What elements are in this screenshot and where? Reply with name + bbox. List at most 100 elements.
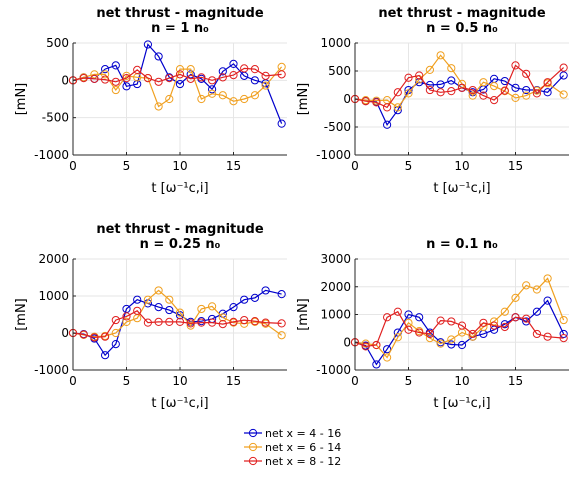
x-tick-label: 0 bbox=[351, 159, 359, 173]
data-point bbox=[457, 83, 467, 92]
x-tick-label: 10 bbox=[454, 159, 469, 173]
y-tick-label: -1000 bbox=[316, 363, 351, 377]
data-point bbox=[383, 345, 392, 354]
data-point bbox=[186, 65, 195, 74]
data-point bbox=[111, 315, 120, 325]
data-point bbox=[559, 71, 568, 80]
data-point bbox=[277, 319, 286, 328]
data-point bbox=[522, 317, 531, 326]
data-point bbox=[490, 321, 499, 330]
data-point bbox=[543, 296, 552, 305]
y-tick-label: 2000 bbox=[38, 252, 69, 266]
series-line-1 bbox=[72, 43, 283, 124]
data-point bbox=[372, 98, 381, 107]
y-axis-label: [mN] bbox=[14, 298, 29, 331]
data-point bbox=[101, 70, 110, 79]
series-line-2 bbox=[354, 54, 564, 109]
data-point bbox=[415, 71, 424, 80]
x-tick-label: 15 bbox=[226, 159, 241, 173]
data-point bbox=[79, 330, 88, 339]
data-point bbox=[522, 69, 531, 78]
data-point bbox=[101, 65, 110, 74]
data-point bbox=[90, 333, 99, 342]
data-point bbox=[229, 303, 238, 312]
y-tick-label: -500 bbox=[42, 111, 69, 125]
y-tick-label: -500 bbox=[324, 120, 351, 134]
data-point bbox=[457, 321, 467, 330]
data-point bbox=[122, 82, 131, 91]
legend-entry-3: net x = 8 - 12 bbox=[244, 455, 341, 468]
data-point bbox=[154, 317, 163, 326]
data-point bbox=[436, 51, 445, 60]
y-tick-label: -1000 bbox=[34, 148, 69, 162]
x-tick-label: 10 bbox=[454, 374, 469, 388]
x-tick-label: 15 bbox=[508, 374, 523, 388]
legend-box bbox=[239, 425, 370, 473]
x-tick-label: 15 bbox=[226, 374, 241, 388]
y-tick-label: 0 bbox=[343, 335, 351, 349]
data-point bbox=[143, 318, 152, 327]
data-point bbox=[261, 71, 270, 80]
series-line-2 bbox=[72, 66, 283, 108]
data-point bbox=[101, 332, 110, 341]
data-point bbox=[250, 76, 259, 85]
data-point bbox=[404, 310, 413, 319]
data-point bbox=[218, 67, 227, 76]
data-point bbox=[425, 65, 434, 74]
y-tick-label: -1000 bbox=[316, 148, 351, 162]
data-point bbox=[559, 90, 568, 99]
data-point bbox=[543, 332, 552, 341]
data-point bbox=[240, 94, 249, 104]
y-tick-label: 500 bbox=[328, 64, 351, 78]
data-point bbox=[240, 315, 249, 325]
data-point bbox=[250, 65, 259, 74]
data-point bbox=[277, 70, 286, 79]
data-point bbox=[143, 73, 152, 83]
data-point bbox=[111, 61, 120, 70]
legend-marker bbox=[248, 456, 258, 466]
data-point bbox=[522, 281, 531, 290]
data-point bbox=[197, 304, 206, 314]
data-point bbox=[490, 96, 499, 105]
data-point bbox=[240, 295, 249, 304]
data-point bbox=[133, 295, 142, 304]
data-point bbox=[122, 312, 131, 321]
legend-marker bbox=[248, 442, 258, 452]
data-point bbox=[404, 73, 413, 82]
data-point bbox=[165, 73, 174, 83]
data-point bbox=[500, 307, 509, 316]
data-point bbox=[186, 74, 195, 83]
data-point bbox=[383, 353, 392, 362]
data-point bbox=[175, 79, 185, 89]
data-point bbox=[372, 340, 381, 350]
data-point bbox=[111, 77, 120, 86]
y-tick-label: 3000 bbox=[320, 252, 351, 266]
data-point bbox=[218, 313, 227, 322]
x-axis-label: t [ω⁻¹c,i] bbox=[151, 396, 208, 411]
data-point bbox=[361, 342, 370, 351]
data-point bbox=[447, 317, 456, 326]
x-tick-label: 0 bbox=[351, 374, 359, 388]
chart-subtitle: n = 0.5 n₀ bbox=[426, 21, 498, 36]
data-point bbox=[261, 286, 270, 295]
data-point bbox=[559, 333, 568, 343]
series-line-3 bbox=[72, 67, 282, 83]
data-point bbox=[425, 329, 434, 339]
x-tick-label: 5 bbox=[405, 159, 413, 173]
data-point bbox=[250, 91, 259, 100]
data-point bbox=[543, 274, 552, 283]
data-point bbox=[175, 311, 185, 320]
y-tick-label: 0 bbox=[61, 73, 69, 87]
data-point bbox=[436, 80, 445, 89]
y-tick-label: 1000 bbox=[38, 289, 69, 303]
y-tick-label: 1000 bbox=[320, 308, 351, 322]
data-point bbox=[393, 103, 402, 112]
x-axis-label: t [ω⁻¹c,i] bbox=[433, 181, 490, 196]
data-point bbox=[175, 65, 185, 74]
data-point bbox=[511, 313, 520, 322]
chart-title: net thrust - magnitude bbox=[96, 6, 263, 21]
legend-label: net x = 4 - 16 bbox=[265, 427, 341, 440]
data-point bbox=[79, 73, 88, 83]
